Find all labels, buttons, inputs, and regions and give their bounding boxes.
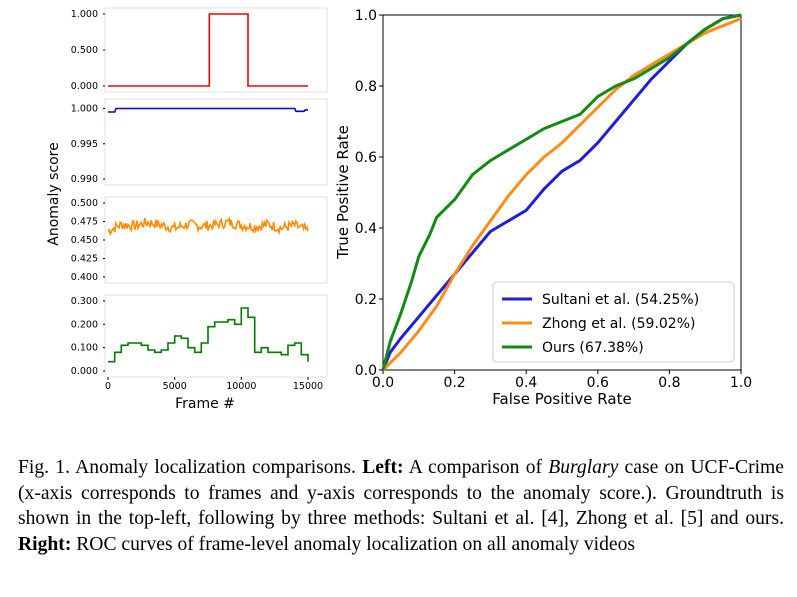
xtick-label: 0 bbox=[105, 381, 111, 392]
roc-xtick-label: 0.0 bbox=[372, 375, 394, 391]
ytick-label: 0.000 bbox=[71, 81, 98, 92]
legend-label: Zhong et al. (59.02%) bbox=[542, 316, 695, 332]
ytick-label: 0.500 bbox=[71, 198, 98, 209]
roc-xtick-label: 1.0 bbox=[730, 375, 752, 391]
roc-ytick-label: 0.4 bbox=[355, 221, 377, 237]
ytick-label: 0.990 bbox=[71, 174, 98, 185]
ytick-label: 0.300 bbox=[71, 296, 98, 307]
caption-text1: A comparison of bbox=[403, 457, 549, 478]
ytick-label: 1.000 bbox=[71, 104, 98, 115]
roc-ylabel: True Positive Rate bbox=[334, 125, 352, 260]
ytick-label: 1.000 bbox=[71, 9, 98, 20]
roc-ytick-label: 1.0 bbox=[355, 8, 377, 24]
anomaly-curve bbox=[108, 13, 308, 87]
xtick-label: 15000 bbox=[293, 381, 323, 392]
roc-xlabel: False Positive Rate bbox=[492, 390, 631, 408]
xtick-label: 10000 bbox=[226, 381, 256, 392]
left-xlabel: Frame # bbox=[175, 396, 235, 412]
legend-label: Sultani et al. (54.25%) bbox=[542, 292, 699, 308]
figure-caption: Fig. 1. Anomaly localization comparisons… bbox=[18, 455, 784, 557]
roc-ytick-label: 0.0 bbox=[355, 363, 377, 379]
caption-text2: case on UCF-Crime (x-axis corresponds to… bbox=[18, 457, 784, 529]
xtick-label: 5000 bbox=[163, 381, 187, 392]
roc-xtick-label: 0.4 bbox=[515, 375, 537, 391]
roc-curve bbox=[381, 13, 742, 371]
roc-xtick-label: 0.6 bbox=[587, 375, 609, 391]
ytick-label: 0.995 bbox=[71, 139, 98, 150]
roc-xtick-label: 0.8 bbox=[658, 375, 680, 391]
left-ylabel: Anomaly score bbox=[46, 142, 62, 245]
caption-left-label: Left: bbox=[362, 457, 404, 478]
roc-panel: 0.0 0.2 0.4 0.6 0.8 1.0 0.0 0.2 0.4 0.6 0.8 1.0 Sul… bbox=[334, 8, 752, 408]
ytick-label: 0.400 bbox=[71, 272, 98, 283]
roc-ytick-label: 0.2 bbox=[355, 292, 377, 308]
ytick-label: 0.000 bbox=[71, 366, 98, 377]
roc-ytick-label: 0.8 bbox=[355, 79, 377, 95]
ytick-label: 0.200 bbox=[71, 319, 98, 330]
panel-ours: 0.000 0.100 0.200 0.300 0 5000 10000 15000 bbox=[71, 294, 328, 392]
ytick-label: 0.450 bbox=[71, 235, 98, 246]
caption-prefix: Fig. 1. Anomaly localization comparisons… bbox=[18, 457, 356, 478]
ytick-label: 0.425 bbox=[71, 254, 98, 265]
ytick-label: 0.475 bbox=[71, 217, 98, 228]
caption-italic: Burglary bbox=[548, 457, 619, 478]
roc-legend: Sultani et al. (54.25%) Zhong et al. (59.… bbox=[492, 281, 735, 363]
anomaly-curve bbox=[107, 216, 309, 237]
roc-ytick-label: 0.6 bbox=[355, 150, 377, 166]
panel-groundtruth: 0.000 0.500 1.000 bbox=[71, 7, 328, 93]
caption-right-label: Right: bbox=[18, 533, 72, 555]
panel-zhong: 0.400 0.425 0.450 0.475 0.500 bbox=[71, 196, 328, 284]
caption-text3: ROC curves of frame-level anomaly locali… bbox=[71, 533, 636, 555]
ytick-label: 0.100 bbox=[71, 343, 98, 354]
anomaly-curve bbox=[108, 107, 308, 113]
roc-xtick-label: 0.2 bbox=[443, 375, 465, 391]
ytick-label: 0.500 bbox=[71, 45, 98, 56]
panel-sultani: 0.990 0.995 1.000 bbox=[71, 98, 328, 186]
anomaly-curve bbox=[108, 307, 309, 363]
legend-label: Ours (67.38%) bbox=[542, 340, 644, 356]
